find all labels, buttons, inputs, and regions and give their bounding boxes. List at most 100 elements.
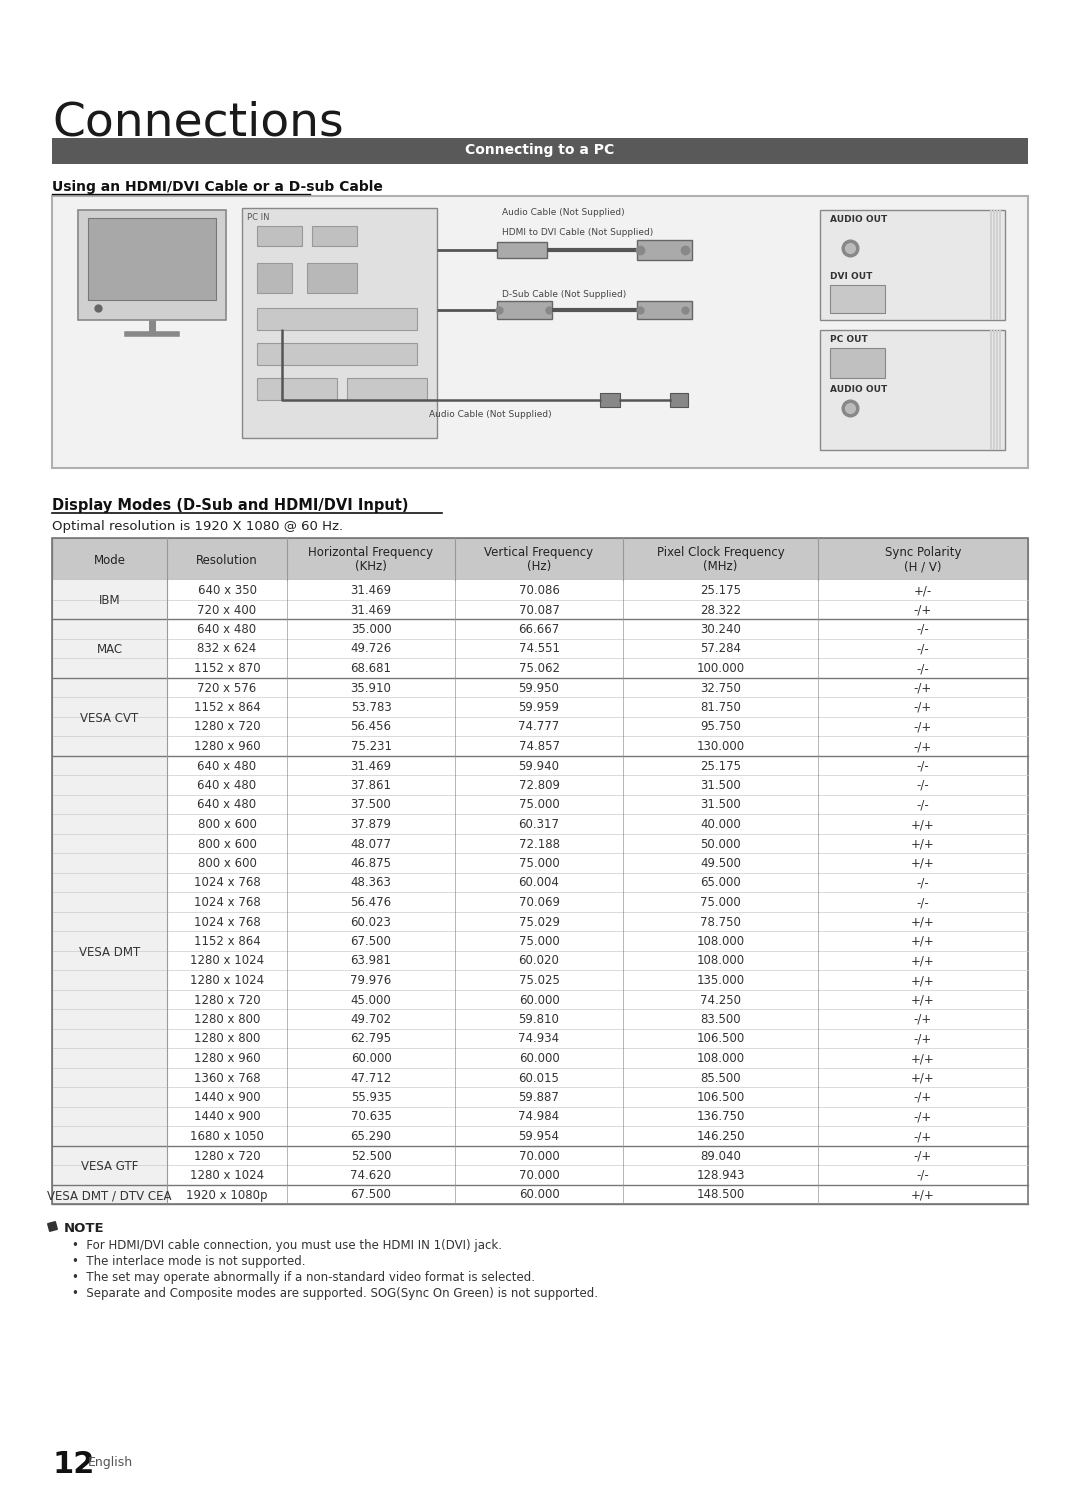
Bar xyxy=(52,538,1028,1204)
Text: +/+: +/+ xyxy=(912,819,935,831)
Text: 800 x 600: 800 x 600 xyxy=(198,819,256,831)
Text: -/+: -/+ xyxy=(914,1129,932,1143)
Text: 640 x 350: 640 x 350 xyxy=(198,584,257,598)
Text: 59.959: 59.959 xyxy=(518,701,559,714)
Bar xyxy=(637,241,692,260)
Text: -/+: -/+ xyxy=(914,720,932,734)
Text: 75.062: 75.062 xyxy=(518,662,559,675)
Text: -/+: -/+ xyxy=(914,604,932,617)
Bar xyxy=(52,756,167,1146)
Text: 67.500: 67.500 xyxy=(351,1189,391,1201)
Text: 100.000: 100.000 xyxy=(697,662,744,675)
Text: 1024 x 768: 1024 x 768 xyxy=(193,916,260,928)
Bar xyxy=(831,348,885,378)
Text: -/-: -/- xyxy=(917,877,930,889)
Text: 800 x 600: 800 x 600 xyxy=(198,838,256,850)
Text: 31.500: 31.500 xyxy=(700,798,741,811)
Text: Using an HDMI/DVI Cable or a D-sub Cable: Using an HDMI/DVI Cable or a D-sub Cable xyxy=(52,179,383,194)
Text: VESA DMT: VESA DMT xyxy=(79,946,140,959)
Text: 59.950: 59.950 xyxy=(518,681,559,695)
Bar xyxy=(52,853,1028,872)
Bar xyxy=(52,814,1028,834)
Text: Display Modes (D-Sub and HDMI/DVI Input): Display Modes (D-Sub and HDMI/DVI Input) xyxy=(52,498,408,512)
Text: 60.000: 60.000 xyxy=(518,994,559,1007)
Text: 31.469: 31.469 xyxy=(350,759,392,772)
Text: +/-: +/- xyxy=(914,584,932,598)
Text: VESA DMT / DTV CEA: VESA DMT / DTV CEA xyxy=(48,1189,172,1203)
Text: 31.500: 31.500 xyxy=(700,778,741,792)
Bar xyxy=(52,1146,1028,1165)
Text: 60.015: 60.015 xyxy=(518,1071,559,1085)
Text: 70.086: 70.086 xyxy=(518,584,559,598)
Text: 1280 x 800: 1280 x 800 xyxy=(193,1032,260,1046)
Text: IBM: IBM xyxy=(98,595,120,608)
Text: DVI OUT: DVI OUT xyxy=(831,272,873,281)
Text: 108.000: 108.000 xyxy=(697,935,744,949)
Text: 75.000: 75.000 xyxy=(518,798,559,811)
Text: +/+: +/+ xyxy=(912,994,935,1007)
Text: English: English xyxy=(87,1457,133,1469)
Text: 53.783: 53.783 xyxy=(351,701,391,714)
Bar xyxy=(257,226,302,247)
Text: 128.943: 128.943 xyxy=(697,1168,745,1182)
Text: 75.025: 75.025 xyxy=(518,974,559,988)
Text: 60.023: 60.023 xyxy=(351,916,391,928)
Text: Vertical Frequency: Vertical Frequency xyxy=(485,545,594,559)
Bar xyxy=(52,1146,167,1185)
Text: 95.750: 95.750 xyxy=(700,720,741,734)
Text: •  For HDMI/DVI cable connection, you must use the HDMI IN 1(DVI) jack.: • For HDMI/DVI cable connection, you mus… xyxy=(72,1239,502,1252)
Bar xyxy=(52,1165,1028,1185)
Text: 35.000: 35.000 xyxy=(351,623,391,636)
Bar xyxy=(52,950,1028,970)
Text: 70.000: 70.000 xyxy=(518,1149,559,1162)
Text: 62.795: 62.795 xyxy=(350,1032,392,1046)
Text: 1280 x 960: 1280 x 960 xyxy=(193,1052,260,1065)
Bar xyxy=(78,211,226,320)
Text: HDMI to DVI Cable (Not Supplied): HDMI to DVI Cable (Not Supplied) xyxy=(502,229,653,238)
Text: 59.887: 59.887 xyxy=(518,1091,559,1104)
Text: 55.935: 55.935 xyxy=(351,1091,391,1104)
Text: 28.322: 28.322 xyxy=(700,604,741,617)
Bar xyxy=(52,657,1028,677)
Text: 75.029: 75.029 xyxy=(518,916,559,928)
Text: 52.500: 52.500 xyxy=(351,1149,391,1162)
Bar xyxy=(637,300,692,320)
Text: 31.469: 31.469 xyxy=(350,604,392,617)
Bar xyxy=(497,300,552,320)
Text: 75.000: 75.000 xyxy=(700,896,741,908)
Bar xyxy=(999,330,1001,450)
Text: 130.000: 130.000 xyxy=(697,740,744,753)
Bar xyxy=(257,263,292,293)
Text: 720 x 400: 720 x 400 xyxy=(198,604,257,617)
Bar xyxy=(87,218,216,300)
Text: 1152 x 870: 1152 x 870 xyxy=(193,662,260,675)
Bar xyxy=(52,580,1028,599)
Text: +/+: +/+ xyxy=(912,955,935,968)
Text: 1440 x 900: 1440 x 900 xyxy=(193,1110,260,1123)
Bar xyxy=(52,1028,1028,1047)
Text: MAC: MAC xyxy=(96,644,122,656)
Text: 720 x 576: 720 x 576 xyxy=(198,681,257,695)
Text: 640 x 480: 640 x 480 xyxy=(198,778,257,792)
Text: 25.175: 25.175 xyxy=(700,584,741,598)
Text: Optimal resolution is 1920 X 1080 @ 60 Hz.: Optimal resolution is 1920 X 1080 @ 60 H… xyxy=(52,520,343,533)
Text: 1280 x 800: 1280 x 800 xyxy=(193,1013,260,1026)
Text: 60.000: 60.000 xyxy=(518,1189,559,1201)
Bar xyxy=(52,1185,1028,1204)
Text: AUDIO OUT: AUDIO OUT xyxy=(831,215,888,224)
Text: +/+: +/+ xyxy=(912,1189,935,1201)
Text: 72.188: 72.188 xyxy=(518,838,559,850)
Text: 640 x 480: 640 x 480 xyxy=(198,759,257,772)
Text: PC OUT: PC OUT xyxy=(831,335,867,344)
Text: Horizontal Frequency: Horizontal Frequency xyxy=(309,545,433,559)
Text: 1920 x 1080p: 1920 x 1080p xyxy=(186,1189,268,1201)
Text: 60.317: 60.317 xyxy=(518,819,559,831)
Bar xyxy=(831,285,885,314)
Bar xyxy=(257,308,417,330)
Text: 30.240: 30.240 xyxy=(700,623,741,636)
Text: 63.981: 63.981 xyxy=(351,955,391,968)
Bar xyxy=(52,698,1028,717)
Text: 800 x 600: 800 x 600 xyxy=(198,858,256,870)
Text: 1280 x 720: 1280 x 720 xyxy=(193,1149,260,1162)
Text: 56.456: 56.456 xyxy=(351,720,391,734)
